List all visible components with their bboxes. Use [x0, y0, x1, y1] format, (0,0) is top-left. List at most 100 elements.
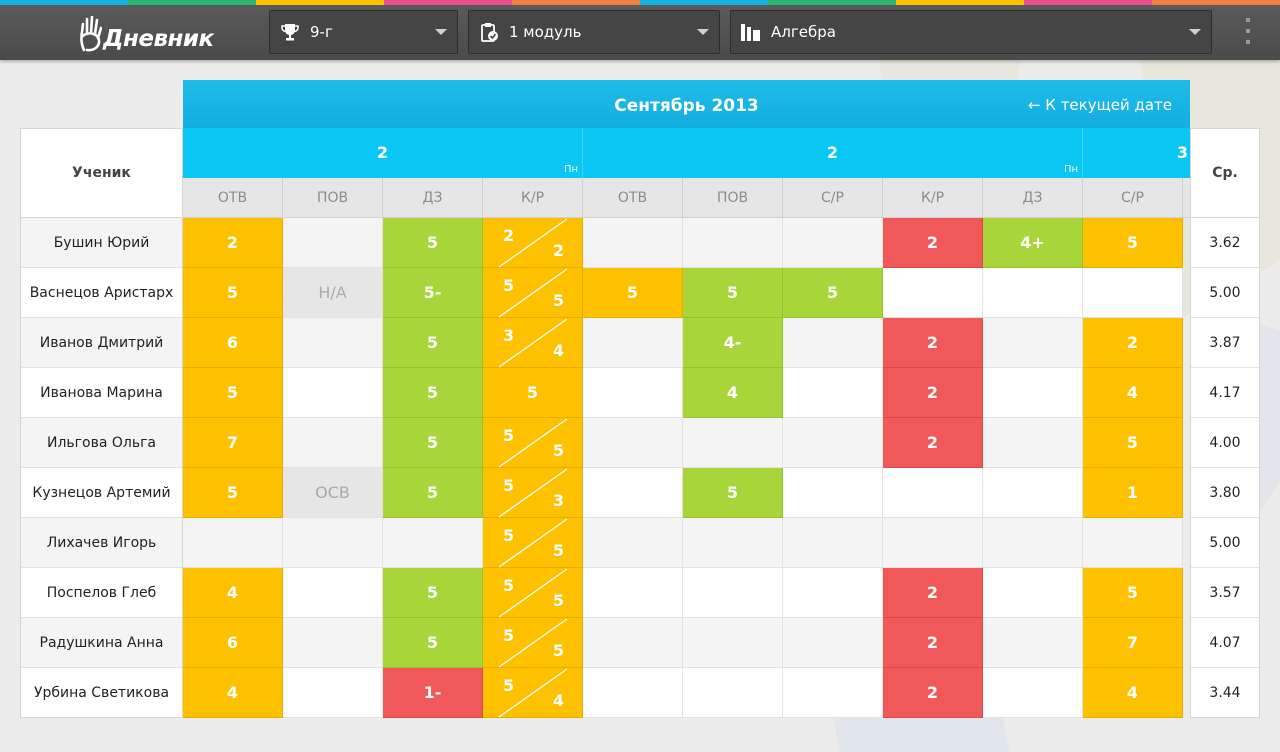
- mark-cell[interactable]: 5: [483, 368, 583, 418]
- empty-mark-cell[interactable]: [1083, 518, 1183, 568]
- mark-cell[interactable]: 5: [583, 268, 683, 318]
- empty-mark-cell[interactable]: [583, 218, 683, 268]
- empty-mark-cell[interactable]: [983, 568, 1083, 618]
- class-select[interactable]: 9-г: [269, 10, 458, 54]
- empty-mark-cell[interactable]: [583, 368, 683, 418]
- mark-cell[interactable]: 2: [883, 618, 983, 668]
- mark-cell[interactable]: 5: [683, 468, 783, 518]
- empty-mark-cell[interactable]: [783, 318, 883, 368]
- mark-cell[interactable]: 5: [383, 368, 483, 418]
- student-name[interactable]: Лихачев Игорь: [21, 518, 182, 568]
- mark-cell[interactable]: Н/А: [283, 268, 383, 318]
- mark-cell[interactable]: 5: [383, 218, 483, 268]
- empty-mark-cell[interactable]: [783, 418, 883, 468]
- period-select[interactable]: 1 модуль: [468, 10, 720, 54]
- mark-cell[interactable]: 4: [683, 368, 783, 418]
- back-to-current-date-link[interactable]: ← К текущей дате: [1027, 96, 1172, 114]
- lesson-type-header[interactable]: ОТВ: [183, 178, 283, 218]
- empty-mark-cell[interactable]: [983, 268, 1083, 318]
- empty-mark-cell[interactable]: [583, 318, 683, 368]
- empty-mark-cell[interactable]: [283, 368, 383, 418]
- empty-mark-cell[interactable]: [583, 468, 683, 518]
- empty-mark-cell[interactable]: [583, 668, 683, 718]
- day-header[interactable]: 3: [1083, 128, 1190, 178]
- mark-cell[interactable]: 6: [183, 618, 283, 668]
- mark-cell[interactable]: 5: [183, 368, 283, 418]
- empty-mark-cell[interactable]: [583, 568, 683, 618]
- mark-cell[interactable]: 2: [883, 318, 983, 368]
- student-name[interactable]: Васнецов Аристарх: [21, 268, 182, 318]
- lesson-type-header[interactable]: С/Р: [783, 178, 883, 218]
- empty-mark-cell[interactable]: [883, 468, 983, 518]
- mark-cell[interactable]: 7: [1083, 618, 1183, 668]
- empty-mark-cell[interactable]: [283, 668, 383, 718]
- mark-cell[interactable]: 2: [183, 218, 283, 268]
- empty-mark-cell[interactable]: [783, 368, 883, 418]
- empty-mark-cell[interactable]: [583, 518, 683, 568]
- mark-cell[interactable]: 1: [1083, 468, 1183, 518]
- mark-cell[interactable]: 5: [383, 418, 483, 468]
- lesson-type-header[interactable]: К/Р: [483, 178, 583, 218]
- mark-cell[interactable]: 2: [883, 368, 983, 418]
- lesson-type-header[interactable]: ПОВ: [283, 178, 383, 218]
- mark-cell[interactable]: 7: [183, 418, 283, 468]
- mark-cell[interactable]: ОСВ: [283, 468, 383, 518]
- empty-mark-cell[interactable]: [283, 518, 383, 568]
- empty-mark-cell[interactable]: [883, 268, 983, 318]
- mark-cell[interactable]: 5: [383, 568, 483, 618]
- mark-cell[interactable]: 2: [883, 418, 983, 468]
- empty-mark-cell[interactable]: [283, 418, 383, 468]
- empty-mark-cell[interactable]: [683, 218, 783, 268]
- mark-cell[interactable]: 5-: [383, 268, 483, 318]
- mark-cell[interactable]: 2: [883, 218, 983, 268]
- empty-mark-cell[interactable]: [983, 418, 1083, 468]
- lesson-type-header[interactable]: ПОВ: [683, 178, 783, 218]
- student-name[interactable]: Кузнецов Артемий: [21, 468, 182, 518]
- empty-mark-cell[interactable]: [683, 568, 783, 618]
- student-name[interactable]: Бушин Юрий: [21, 218, 182, 268]
- student-name[interactable]: Иванова Марина: [21, 368, 182, 418]
- mark-cell[interactable]: 5: [383, 468, 483, 518]
- student-name[interactable]: Иванов Дмитрий: [21, 318, 182, 368]
- overflow-menu-icon[interactable]: [1240, 18, 1256, 44]
- empty-mark-cell[interactable]: [983, 318, 1083, 368]
- mark-cell[interactable]: 5: [383, 618, 483, 668]
- mark-cell[interactable]: 5: [783, 268, 883, 318]
- empty-mark-cell[interactable]: [783, 618, 883, 668]
- lesson-type-header[interactable]: К/Р: [883, 178, 983, 218]
- mark-cell[interactable]: 4-: [683, 318, 783, 368]
- mark-cell[interactable]: 4: [1083, 368, 1183, 418]
- mark-cell[interactable]: 5: [1083, 218, 1183, 268]
- mark-cell[interactable]: 6: [183, 318, 283, 368]
- student-name[interactable]: Поспелов Глеб: [21, 568, 182, 618]
- empty-mark-cell[interactable]: [283, 618, 383, 668]
- empty-mark-cell[interactable]: [783, 518, 883, 568]
- empty-mark-cell[interactable]: [683, 518, 783, 568]
- mark-cell[interactable]: 2: [883, 668, 983, 718]
- empty-mark-cell[interactable]: [283, 568, 383, 618]
- mark-cell[interactable]: 4+: [983, 218, 1083, 268]
- empty-mark-cell[interactable]: [983, 618, 1083, 668]
- empty-mark-cell[interactable]: [783, 218, 883, 268]
- empty-mark-cell[interactable]: [783, 468, 883, 518]
- mark-cell[interactable]: 2: [883, 568, 983, 618]
- empty-mark-cell[interactable]: [183, 518, 283, 568]
- mark-cell[interactable]: 5: [1083, 418, 1183, 468]
- mark-cell[interactable]: 4: [1083, 668, 1183, 718]
- empty-mark-cell[interactable]: [683, 418, 783, 468]
- empty-mark-cell[interactable]: [783, 668, 883, 718]
- mark-cell[interactable]: 1-: [383, 668, 483, 718]
- empty-mark-cell[interactable]: [683, 668, 783, 718]
- lesson-type-header[interactable]: С/Р: [1083, 178, 1183, 218]
- empty-mark-cell[interactable]: [583, 618, 683, 668]
- empty-mark-cell[interactable]: [283, 218, 383, 268]
- mark-cell[interactable]: 5: [683, 268, 783, 318]
